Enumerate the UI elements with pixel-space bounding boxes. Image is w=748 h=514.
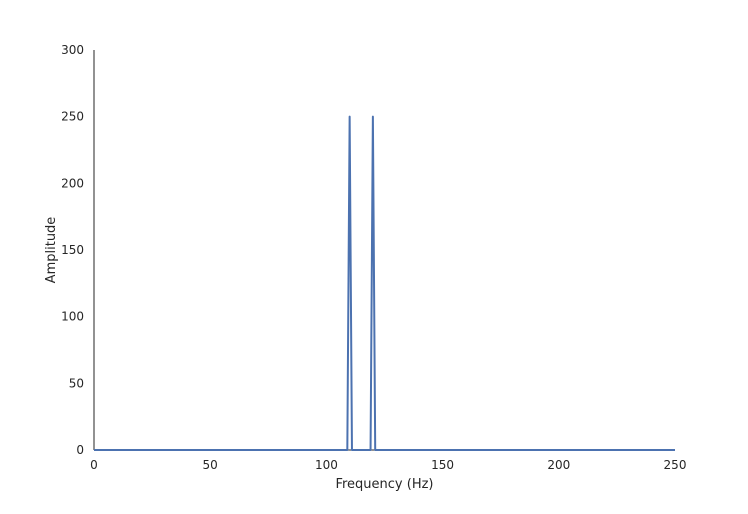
series-group <box>94 115 675 451</box>
y-tick-label: 50 <box>69 376 84 390</box>
series-line <box>94 115 675 451</box>
y-axis-ticks: 0 50 100 150 200 250 300 <box>61 43 84 457</box>
y-tick-label: 300 <box>61 43 84 57</box>
x-axis-ticks: 0 50 100 150 200 250 <box>90 458 686 472</box>
y-axis-label: Amplitude <box>44 217 59 284</box>
x-tick-label: 50 <box>203 458 218 472</box>
y-tick-label: 100 <box>61 310 84 324</box>
x-tick-label: 250 <box>664 458 687 472</box>
x-axis-label: Frequency (Hz) <box>335 477 433 492</box>
x-tick-label: 200 <box>547 458 570 472</box>
y-tick-label: 200 <box>61 176 84 190</box>
x-tick-label: 150 <box>431 458 454 472</box>
y-tick-label: 150 <box>61 243 84 257</box>
y-tick-label: 250 <box>61 110 84 124</box>
x-tick-label: 100 <box>315 458 338 472</box>
y-tick-label: 0 <box>76 443 84 457</box>
x-tick-label: 0 <box>90 458 98 472</box>
